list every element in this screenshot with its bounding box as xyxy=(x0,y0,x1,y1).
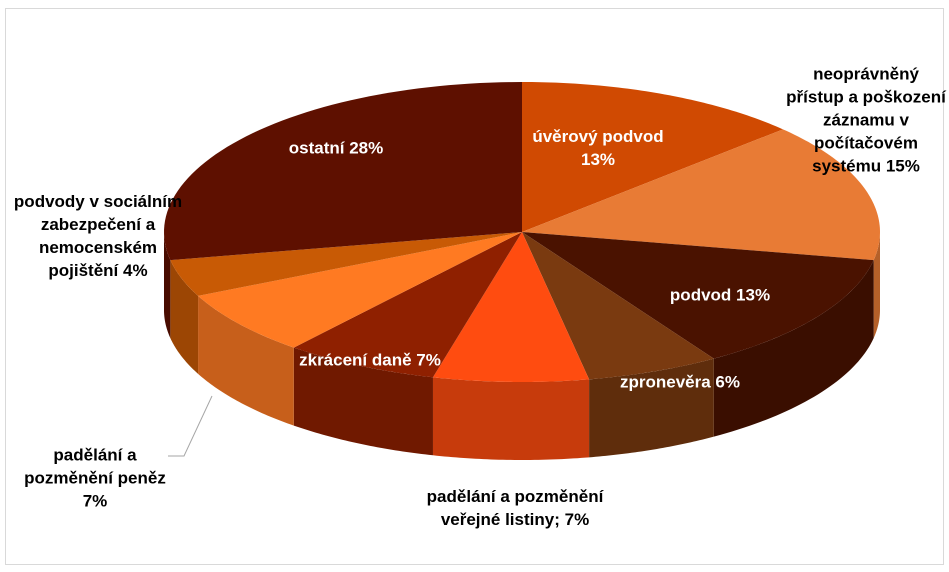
category-label: padělání a pozměnění peněz xyxy=(24,445,166,488)
pie-side xyxy=(198,295,294,426)
category-label: neoprávněný přístup a poškození záznamu … xyxy=(786,64,946,176)
data-label: neoprávněný přístup a poškození záznamu … xyxy=(786,63,946,178)
category-label: padělání a pozměnění veřejné listiny; xyxy=(426,487,604,529)
data-label: zkrácení daně 7% xyxy=(290,349,450,372)
pie-slice xyxy=(293,232,522,378)
value-label: 7% xyxy=(416,350,441,370)
data-label: ostatní 28% xyxy=(236,137,436,160)
category-label: zkrácení daně xyxy=(299,350,412,370)
pie-slice xyxy=(522,232,874,359)
data-label: zpronevěra 6% xyxy=(595,371,765,394)
category-label: podvod xyxy=(669,285,732,305)
category-label: podvody v sociálním zabezpečení a nemoce… xyxy=(13,192,183,280)
value-label: 28% xyxy=(349,138,384,158)
data-label: podvody v sociálním zabezpečení a nemoce… xyxy=(13,190,183,282)
pie-side xyxy=(164,232,171,339)
data-label: padělání a pozměnění veřejné listiny; 7% xyxy=(425,485,605,531)
data-label: padělání a pozměnění peněz 7% xyxy=(15,444,175,513)
pie-slice xyxy=(432,232,590,382)
pie-slice xyxy=(522,232,714,380)
data-label: úvěrový podvod 13% xyxy=(523,125,673,171)
pie-slice xyxy=(170,232,522,296)
leader-line xyxy=(168,395,213,457)
pie-side xyxy=(293,347,433,456)
pie-side xyxy=(170,260,199,374)
category-label: zpronevěra xyxy=(619,372,711,392)
value-label: 13% xyxy=(736,285,771,305)
pie-side xyxy=(589,358,714,458)
value-label: 13% xyxy=(580,150,616,169)
pie-side xyxy=(873,232,880,339)
value-label: 4% xyxy=(123,261,148,280)
value-label: 6% xyxy=(715,372,740,392)
category-label: ostatní xyxy=(288,138,345,158)
pie-slice xyxy=(164,82,522,261)
value-label: 7% xyxy=(82,491,108,511)
category-label: úvěrový podvod xyxy=(532,127,664,146)
pie-slice xyxy=(198,232,523,348)
pie-slice xyxy=(522,82,783,232)
data-label: podvod 13% xyxy=(640,284,800,307)
pie-slice xyxy=(522,129,880,261)
pie-side xyxy=(713,260,874,437)
value-label: 7% xyxy=(564,510,590,529)
pie-side xyxy=(432,377,590,460)
value-label: 15% xyxy=(885,156,920,176)
